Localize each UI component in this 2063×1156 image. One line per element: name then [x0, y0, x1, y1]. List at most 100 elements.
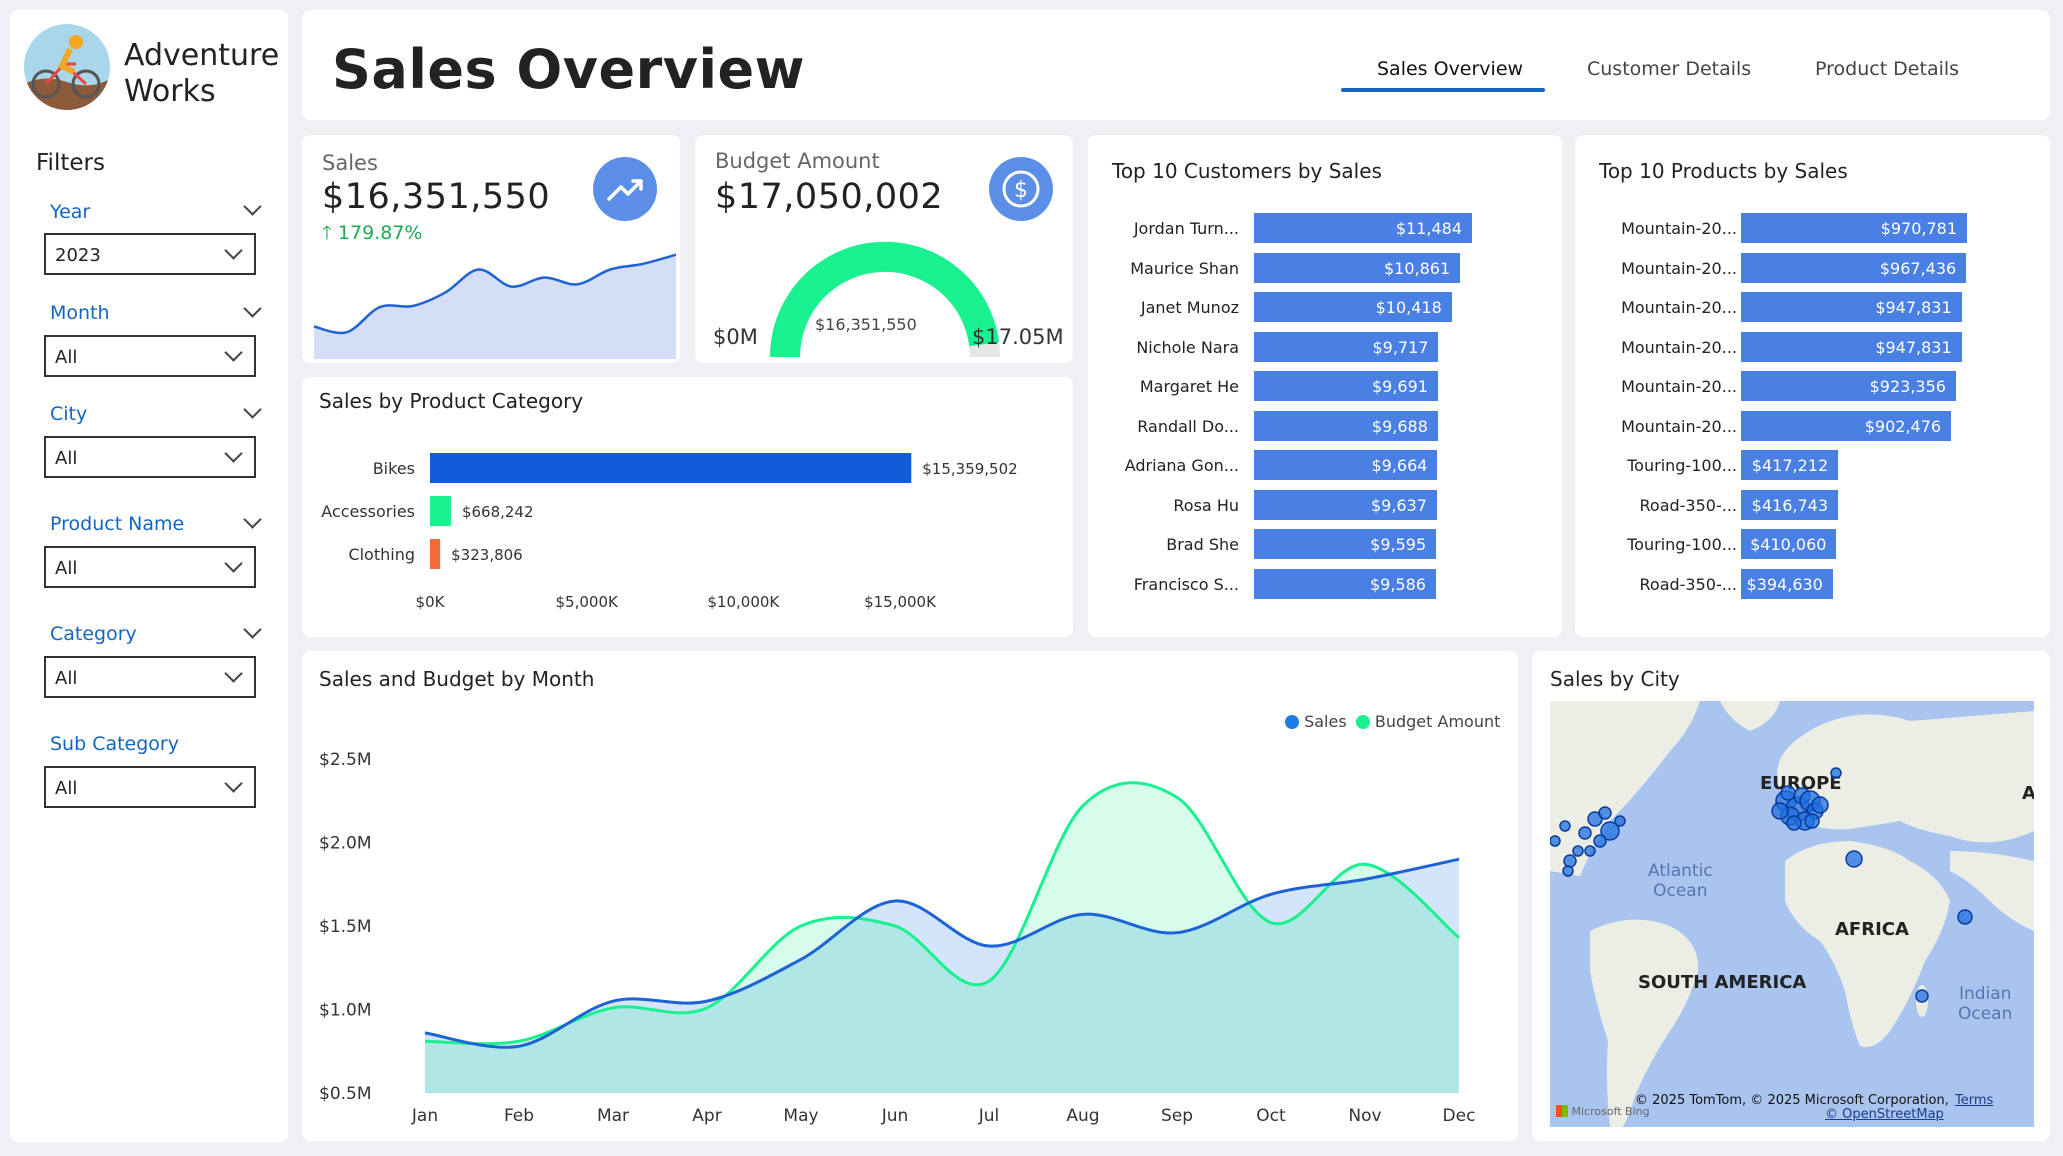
budget-gauge [769, 241, 1000, 358]
bar[interactable]: $9,595 [1254, 529, 1437, 559]
bar-value-label: $394,630 [1746, 574, 1823, 594]
city-bubble [1584, 845, 1596, 857]
legend-dot-budget [1355, 715, 1370, 729]
category-label: Clothing [348, 545, 415, 564]
year-select[interactable]: 2023 [44, 233, 256, 275]
bar-label: Francisco S... [1133, 574, 1239, 594]
city-map-card: Sales by City EUROPE Atlantic Ocean AFRI… [1532, 651, 2050, 1141]
bar[interactable]: $9,664 [1254, 450, 1438, 480]
city-bubble [1572, 845, 1584, 857]
x-tick-label: Jul [978, 1106, 1000, 1126]
month-area-chart: $2.5M $2.0M $1.5M $1.0M $0.5M Jan Feb Mar Apr May… [319, 750, 1475, 1126]
bar[interactable]: $923,356 [1741, 371, 1956, 401]
budget-line [424, 781, 1460, 1046]
kpi-label: Sales [322, 151, 378, 175]
sales-kpi-card: Sales $16,351,550 🡑 179.87% [302, 135, 680, 363]
x-tick-label: Jun [881, 1106, 909, 1126]
bar-value-label: $9,691 [1371, 377, 1428, 396]
chevron-down-icon[interactable] [243, 197, 262, 216]
bar-label: Road-350-... [1639, 574, 1738, 594]
city-select[interactable]: All [44, 436, 256, 478]
bar-label: Brad She [1166, 535, 1239, 554]
bar[interactable]: $394,630 [1741, 568, 1833, 599]
chevron-down-icon[interactable] [243, 620, 262, 639]
x-tick-label: Jan [411, 1106, 438, 1126]
category-value-label: $323,806 [451, 546, 523, 564]
bar-value-label: $11,484 [1395, 219, 1462, 238]
category-select[interactable]: All [44, 656, 256, 698]
bar-value-label: $9,688 [1371, 416, 1428, 436]
bar[interactable]: $947,831 [1741, 331, 1962, 362]
map-copyright: © 2025 TomTom, © 2025 Microsoft Corporat… [1635, 1093, 1949, 1108]
bar[interactable]: $9,717 [1254, 331, 1439, 362]
filters-panel: Adventure Works Filters Year 2023 Month A… [10, 10, 288, 1142]
sub-category-select[interactable]: All [44, 766, 256, 808]
bar[interactable]: $417,212 [1741, 450, 1839, 480]
x-tick-label: May [783, 1106, 818, 1126]
city-bubble [1598, 806, 1612, 820]
bar[interactable]: $967,436 [1741, 252, 1967, 283]
map-label-edge: A [2022, 783, 2034, 804]
chevron-down-icon[interactable] [243, 299, 262, 318]
bar-label: Randall Do... [1137, 416, 1239, 436]
bar-value-label: $967,436 [1879, 258, 1957, 278]
bing-logo: Microsoft Bing [1556, 1105, 1650, 1118]
bar-value-label: $10,418 [1375, 298, 1442, 317]
x-tick-label: Feb [504, 1106, 534, 1126]
bar[interactable]: $9,586 [1254, 568, 1436, 599]
bar-label: Mountain-20... [1621, 337, 1737, 357]
category-bar [430, 539, 441, 569]
bar-label: Touring-100... [1627, 535, 1737, 554]
month-select[interactable]: All [44, 335, 256, 377]
bar[interactable]: $410,060 [1741, 529, 1837, 559]
x-tick-label: $5,000K [556, 593, 619, 611]
city-bubble [1780, 785, 1796, 801]
bar[interactable]: $947,831 [1741, 292, 1962, 322]
bar[interactable]: $970,781 [1741, 213, 1967, 243]
x-tick-label: Apr [692, 1106, 721, 1126]
category-label: Bikes [373, 459, 415, 478]
map-osm-link[interactable]: © OpenStreetMap [1825, 1107, 1944, 1122]
bar[interactable]: $9,637 [1254, 489, 1437, 520]
tab-customer-details[interactable]: Customer Details [1587, 58, 1752, 80]
product-name-select[interactable]: All [44, 546, 256, 588]
bar-value-label: $416,743 [1751, 495, 1829, 515]
gauge-min: $0M [713, 325, 758, 349]
map-area[interactable]: EUROPE Atlantic Ocean AFRICA SOUTH AMERI… [1550, 701, 2034, 1127]
gauge-fill [769, 241, 1000, 358]
bar[interactable]: $10,861 [1254, 252, 1461, 283]
city-bubble [1811, 796, 1829, 814]
chevron-down-icon [224, 343, 243, 362]
bar-label: Rosa Hu [1173, 495, 1239, 515]
map-label-atlantic: Atlantic Ocean [1648, 861, 1713, 901]
bar[interactable]: $416,743 [1741, 489, 1839, 520]
x-tick-label: $0K [416, 593, 446, 611]
kpi-change: 🡑 179.87% [322, 222, 423, 244]
tab-sales-overview[interactable]: Sales Overview [1377, 58, 1524, 80]
bar[interactable]: $9,688 [1254, 410, 1438, 441]
city-bubble [1600, 821, 1620, 841]
city-bubble [1957, 909, 1973, 925]
sales-line [424, 857, 1460, 1049]
adventure-works-logo [24, 24, 110, 110]
bar-value-label: $9,595 [1370, 535, 1427, 554]
brand-name: Adventure Works [124, 38, 280, 109]
map-terms-link[interactable]: Terms [1955, 1093, 1994, 1108]
city-bubbles[interactable] [1550, 701, 2034, 1127]
bar[interactable]: $902,476 [1741, 410, 1952, 441]
bar[interactable]: $10,418 [1254, 292, 1452, 322]
chevron-down-icon[interactable] [243, 510, 262, 529]
bar[interactable]: $11,484 [1254, 213, 1472, 243]
kpi-value: $17,050,002 [715, 177, 944, 217]
bar[interactable]: $9,691 [1254, 371, 1438, 401]
category-value-label: $668,242 [462, 503, 534, 521]
y-tick-label: $2.0M [319, 834, 372, 854]
x-tick-label: Aug [1066, 1106, 1099, 1126]
bar-label: Touring-100... [1627, 456, 1737, 475]
tab-product-details[interactable]: Product Details [1815, 58, 1960, 80]
x-tick-label: Mar [597, 1106, 629, 1126]
chevron-down-icon [224, 774, 243, 793]
chevron-down-icon[interactable] [243, 400, 262, 419]
city-bubble [1771, 802, 1789, 820]
x-tick-label: Nov [1348, 1106, 1381, 1126]
